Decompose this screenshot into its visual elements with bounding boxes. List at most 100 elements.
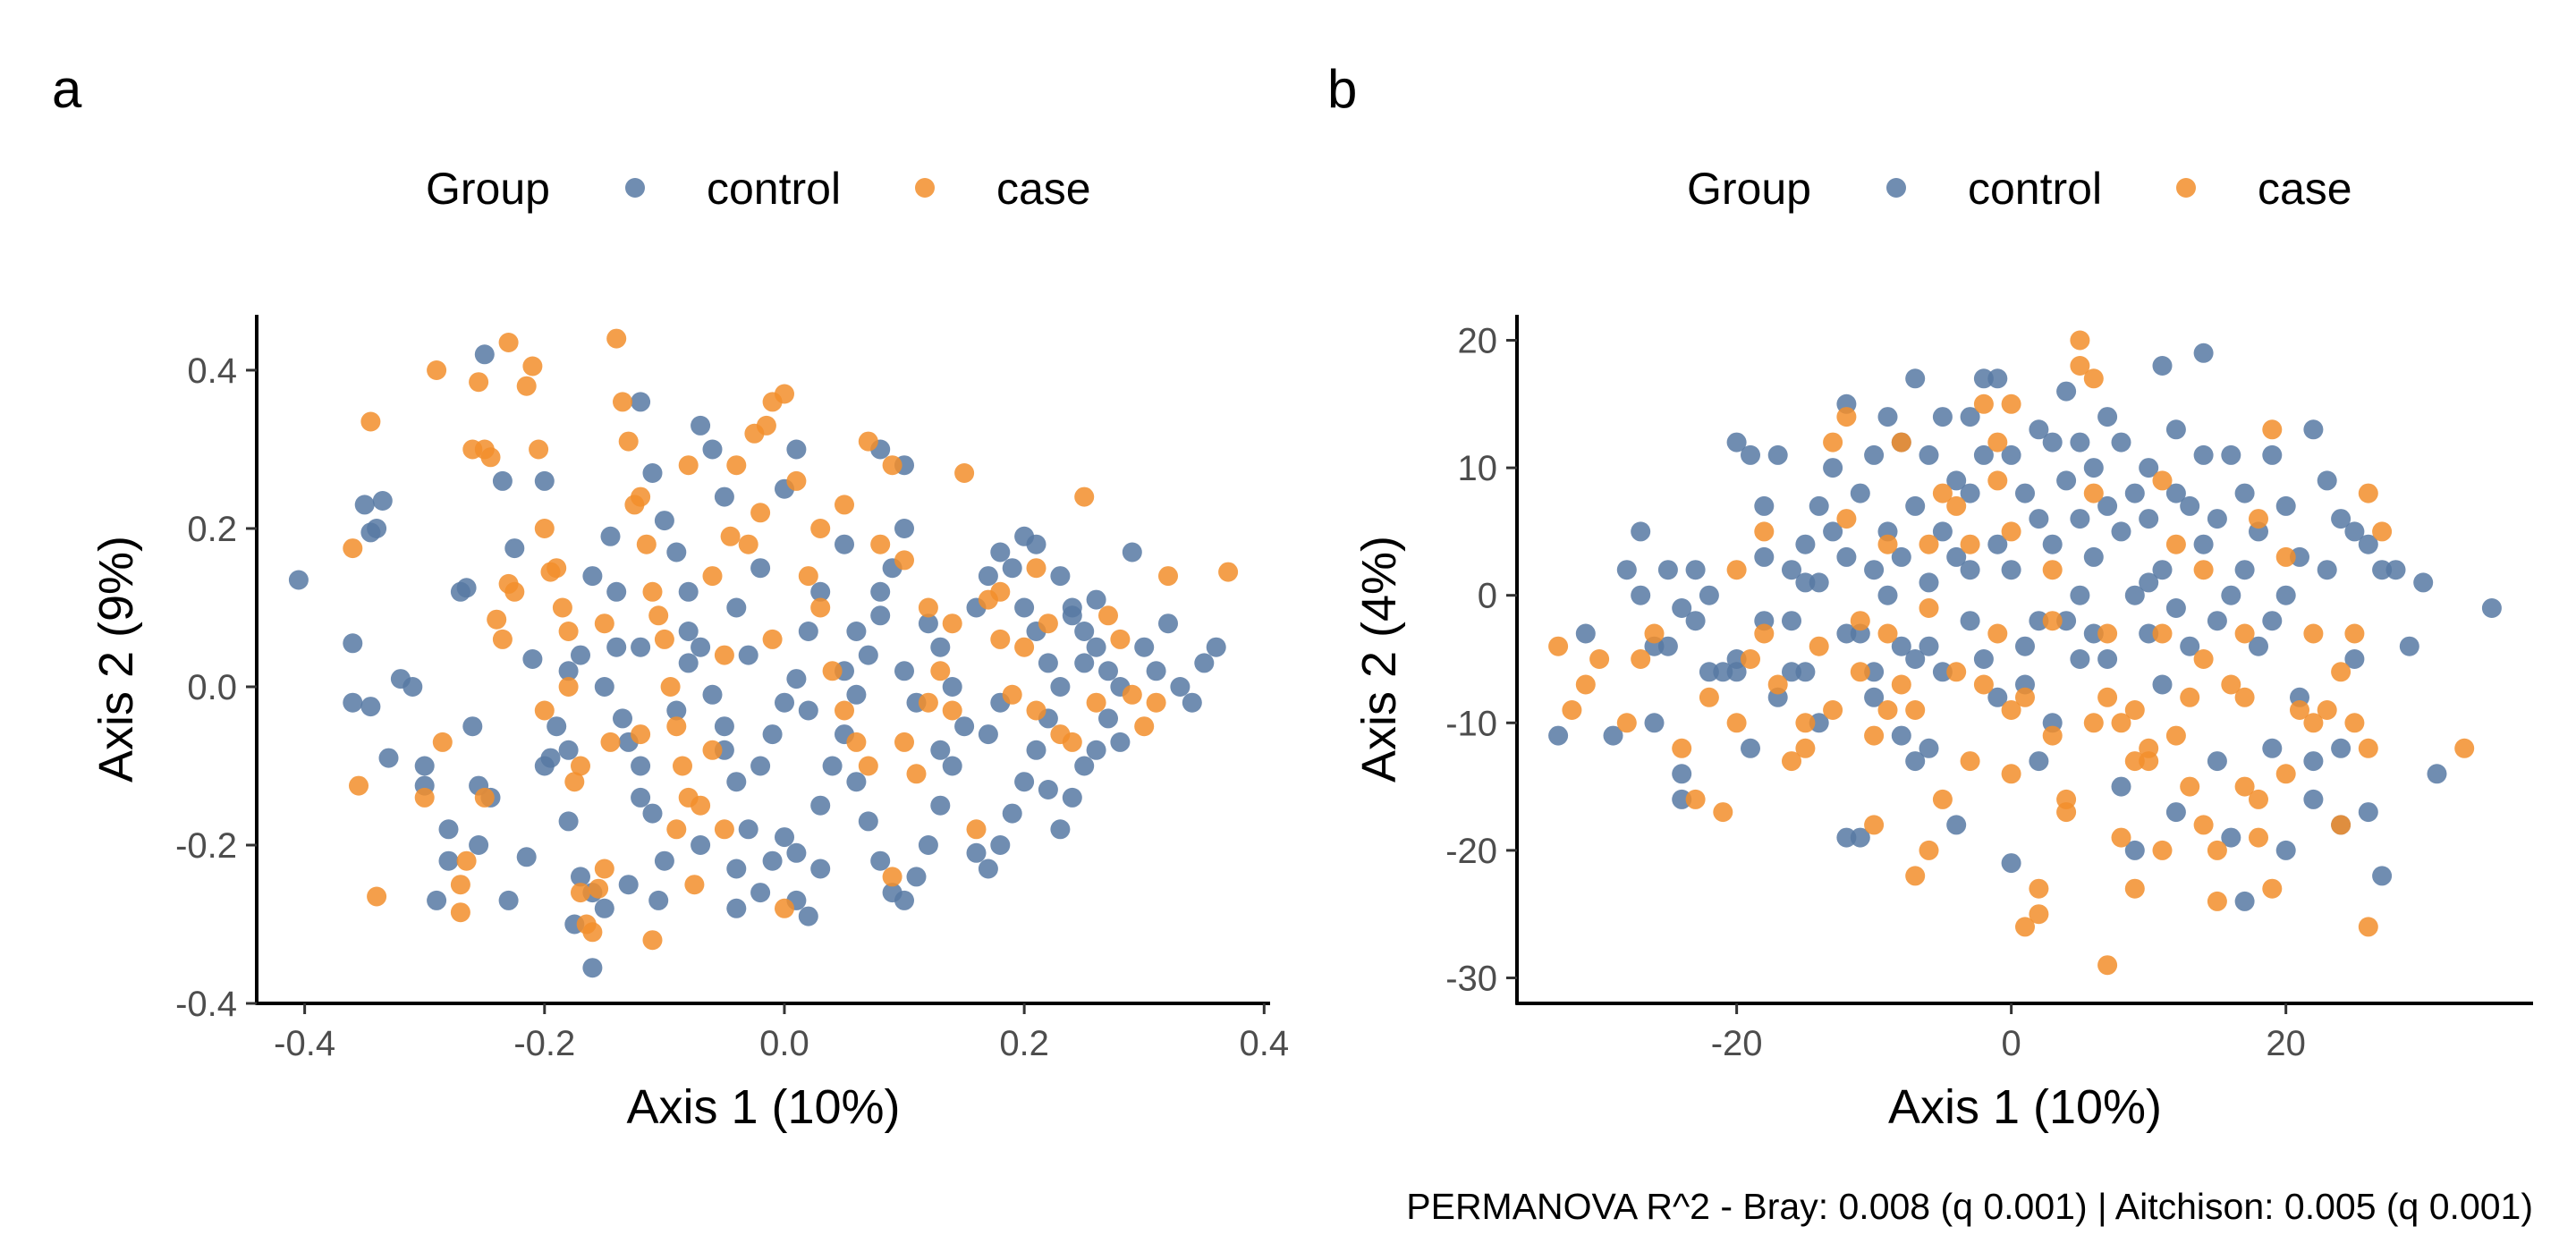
- case-point: [822, 661, 843, 681]
- control-point: [558, 811, 579, 832]
- control-point: [2029, 509, 2049, 529]
- case-point: [2317, 700, 2337, 720]
- control-point: [654, 511, 674, 531]
- control-point: [2207, 751, 2227, 772]
- control-point: [2015, 483, 2035, 503]
- control-point: [1905, 649, 1926, 669]
- case-point: [642, 930, 663, 951]
- case-point: [594, 613, 614, 634]
- control-point: [2303, 419, 2324, 440]
- control-point: [582, 566, 603, 587]
- case-point: [367, 886, 387, 907]
- control-point: [372, 491, 393, 511]
- control-point: [558, 740, 579, 760]
- case-point: [2303, 713, 2324, 733]
- control-point: [2111, 776, 2131, 797]
- control-point: [2001, 853, 2021, 874]
- case-point: [2290, 700, 2309, 720]
- control-point: [2193, 444, 2214, 465]
- control-point: [1960, 560, 1980, 580]
- control-point: [1726, 432, 1747, 453]
- control-point: [1038, 653, 1058, 673]
- axes-panel-a: -0.4 -0.2 0.0 0.2 0.4 -0.4 -0.2 0.0 0.2 0.4: [175, 315, 1289, 1063]
- y-tick-label: 0.2: [187, 510, 237, 549]
- control-point: [810, 581, 831, 602]
- control-point: [600, 526, 621, 546]
- control-point: [1074, 756, 1095, 776]
- case-point: [1850, 662, 1870, 682]
- case-point: [2083, 713, 2104, 733]
- control-point: [2001, 560, 2021, 580]
- case-point: [480, 447, 501, 468]
- control-point: [1741, 738, 1760, 758]
- control-point: [2262, 444, 2283, 465]
- y-tick-label: -20: [1445, 832, 1497, 871]
- control-point: [678, 622, 699, 641]
- legend-panel-b: Group control case: [1687, 164, 2352, 214]
- control-point: [1002, 803, 1022, 824]
- control-point: [810, 859, 831, 879]
- control-point: [1795, 662, 1816, 682]
- control-point: [2180, 636, 2200, 656]
- control-point: [858, 811, 878, 832]
- case-point: [1919, 840, 1939, 860]
- control-point: [642, 803, 663, 824]
- y-tick-label: -0.4: [175, 985, 237, 1024]
- case-point: [2015, 687, 2035, 707]
- control-point: [414, 756, 435, 776]
- control-point: [1134, 637, 1155, 657]
- case-point: [1809, 636, 1829, 656]
- legend-label-control: control: [1968, 164, 2102, 214]
- control-point: [1795, 534, 1816, 554]
- permanova-caption: PERMANOVA R^2 - Bray: 0.008 (q 0.001) | …: [1406, 1186, 2533, 1227]
- control-point: [642, 463, 663, 483]
- case-point: [2139, 738, 2159, 758]
- y-tick-label: 0: [1478, 577, 1497, 616]
- case-point: [2111, 827, 2131, 848]
- case-point: [2331, 815, 2351, 835]
- control-point: [2207, 611, 2227, 631]
- control-point: [966, 842, 987, 863]
- x-tick-label: 0.2: [999, 1024, 1049, 1063]
- case-point: [2001, 764, 2021, 784]
- x-tick-label: -0.2: [513, 1024, 575, 1063]
- control-point: [1973, 368, 1994, 389]
- control-point: [1575, 623, 1596, 644]
- case-point: [1960, 751, 1980, 772]
- control-point: [631, 637, 651, 657]
- y-axis-title: Axis 2 (9%): [89, 536, 143, 782]
- control-point: [2221, 585, 2241, 605]
- case-point: [1218, 562, 1239, 582]
- control-point: [631, 392, 651, 412]
- case-point: [564, 772, 585, 792]
- case-point: [775, 898, 794, 918]
- control-point: [762, 724, 783, 745]
- case-point: [558, 622, 579, 641]
- control-point: [2029, 751, 2049, 772]
- case-point: [1987, 470, 2008, 491]
- case-point: [2152, 623, 2173, 644]
- case-point: [1002, 684, 1022, 705]
- control-point: [2139, 509, 2159, 529]
- control-point: [1877, 585, 1898, 605]
- control-point: [1631, 585, 1651, 605]
- control-point: [942, 677, 962, 697]
- control-point: [2221, 827, 2241, 848]
- control-point: [354, 495, 375, 515]
- case-point: [1158, 566, 1178, 587]
- control-point: [2097, 495, 2118, 516]
- case-point: [906, 764, 927, 784]
- control-point: [918, 613, 938, 634]
- case-point: [1589, 649, 1610, 669]
- control-point: [1987, 687, 2008, 707]
- control-point: [1062, 787, 1082, 808]
- control-point: [1767, 444, 1788, 465]
- control-point: [2097, 649, 2118, 669]
- control-point: [822, 756, 843, 776]
- case-point: [2015, 917, 2035, 937]
- control-point: [1960, 407, 1980, 427]
- control-point: [582, 958, 603, 978]
- control-point: [726, 859, 747, 879]
- control-point: [1182, 692, 1202, 713]
- control-point: [1809, 713, 1829, 733]
